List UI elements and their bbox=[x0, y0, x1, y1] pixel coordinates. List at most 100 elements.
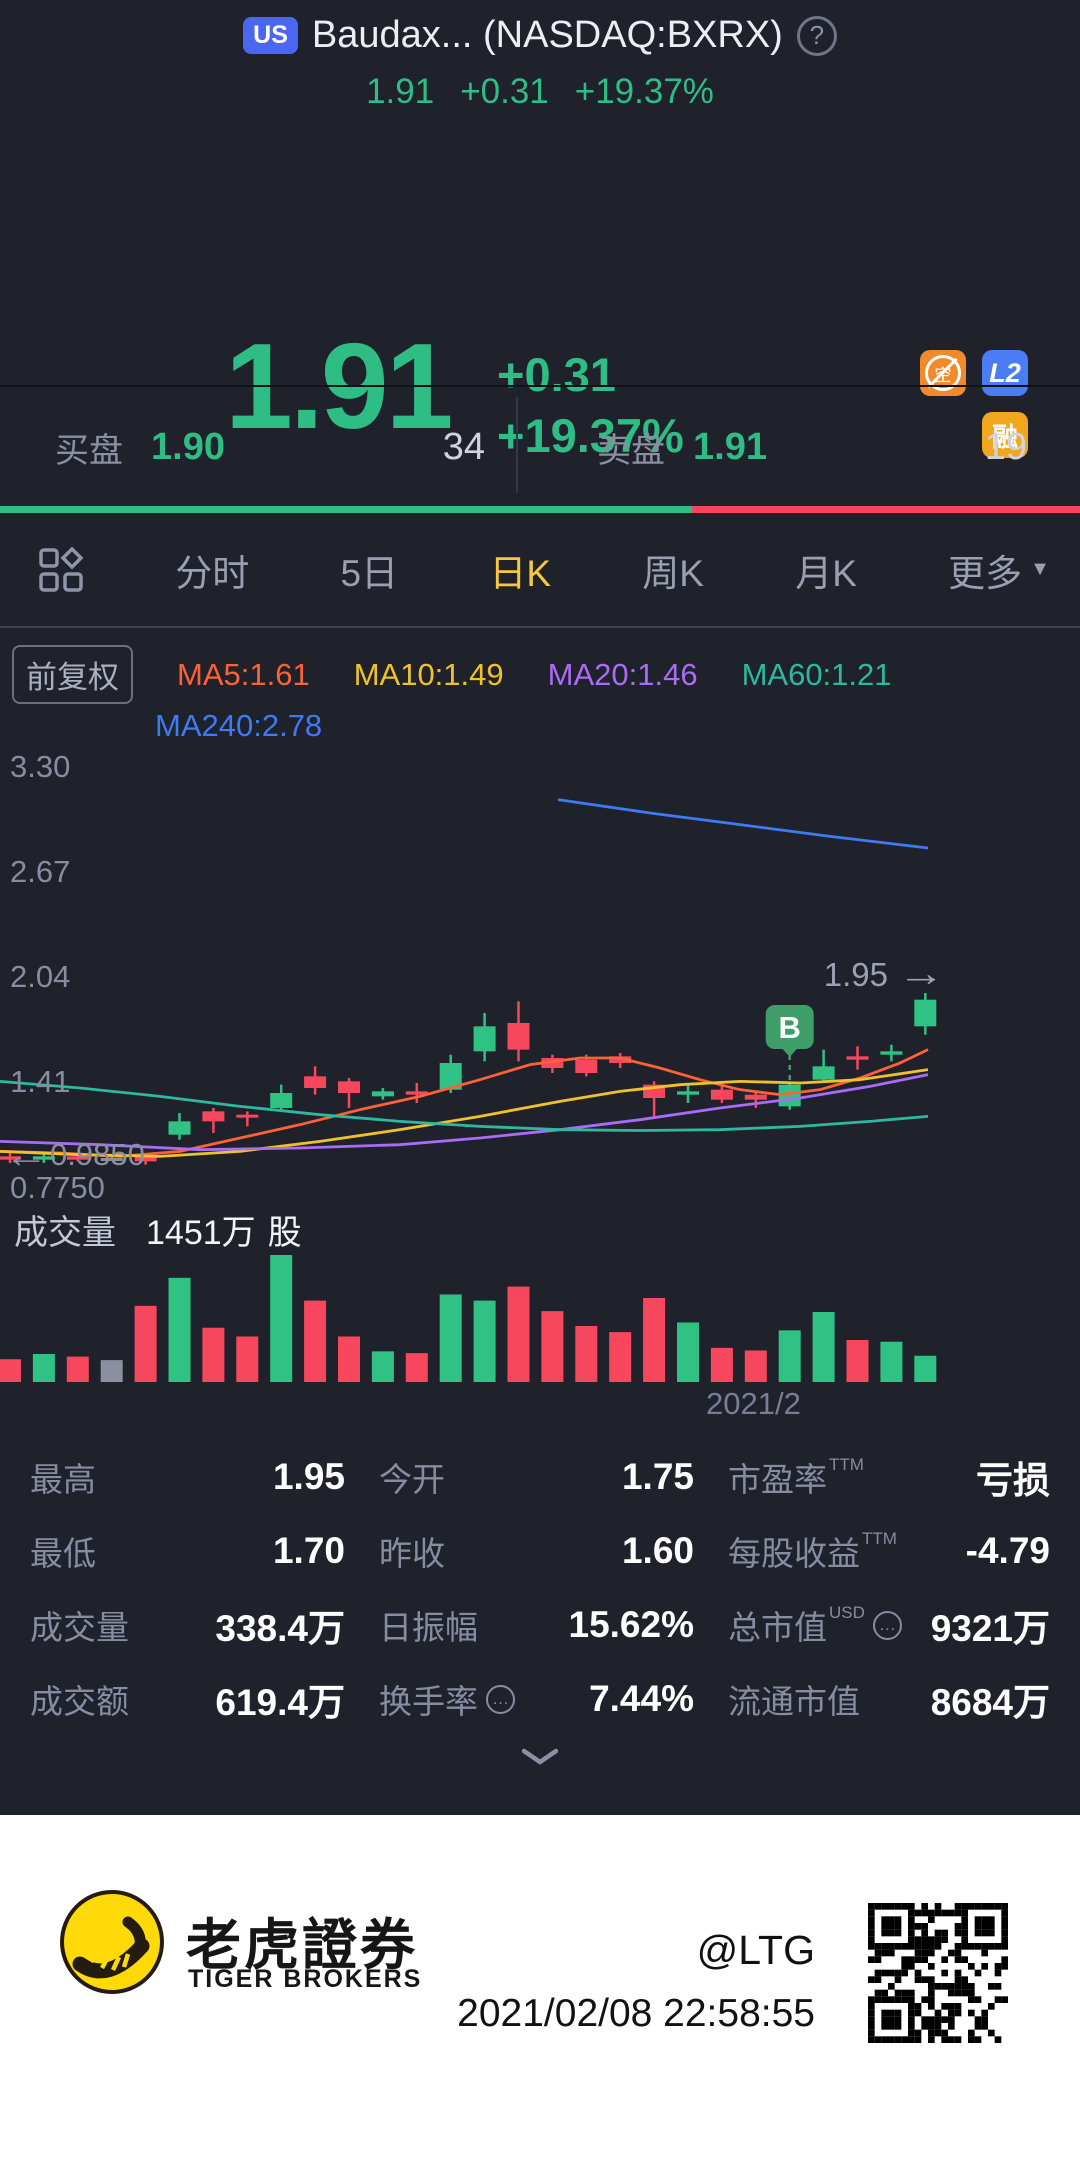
candle-body bbox=[202, 1111, 225, 1122]
tab-weekly-k[interactable]: 周K bbox=[642, 552, 704, 594]
info-icon[interactable]: … bbox=[486, 1684, 515, 1714]
volume-bar bbox=[643, 1297, 666, 1382]
candle-body bbox=[473, 1026, 496, 1052]
stock-title: Baudax... (NASDAQ:BXRX) bbox=[311, 14, 783, 56]
order-book: 买盘 1.90 34 卖盘 1.91 19 bbox=[0, 385, 1080, 513]
volume-bar bbox=[270, 1255, 293, 1382]
x-axis-date-label: 2021/2 bbox=[706, 1386, 801, 1421]
stat-label: 成交量 bbox=[30, 1609, 129, 1646]
qr-code bbox=[868, 1903, 1008, 2043]
ask-price: 1.91 bbox=[693, 425, 767, 468]
adjust-mode-button[interactable]: 前复权 bbox=[12, 645, 133, 704]
left-price-value: 0.9850 bbox=[50, 1136, 145, 1172]
watermark-timestamp: 2021/02/08 22:58:55 bbox=[457, 1992, 815, 2035]
stat-label: 成交额 bbox=[30, 1683, 129, 1720]
price-change: +0.31 bbox=[497, 348, 616, 401]
ma-line-ma10 bbox=[0, 1068, 929, 1158]
stat-cell: 成交量 338.4万 bbox=[30, 1588, 345, 1662]
candle-body bbox=[134, 1155, 157, 1162]
collapse-chevron-icon[interactable] bbox=[520, 1748, 560, 1766]
candle-body bbox=[880, 1051, 903, 1055]
candle-body bbox=[32, 1156, 55, 1160]
stat-label: 日振幅 bbox=[379, 1609, 478, 1646]
volume-label: 成交量 bbox=[14, 1214, 116, 1252]
volume-bar bbox=[846, 1339, 869, 1382]
ma-legend-ma5: MA5:1.61 bbox=[177, 656, 310, 692]
stat-cell: 市盈率 TTM 亏损 bbox=[728, 1440, 1050, 1514]
stat-label: 换手率 bbox=[379, 1683, 478, 1720]
stat-label: 最低 bbox=[30, 1535, 96, 1572]
info-icon[interactable]: … bbox=[872, 1610, 902, 1640]
volume-bar bbox=[473, 1300, 496, 1382]
stat-cell: 换手率 … 7.44% bbox=[379, 1662, 694, 1736]
stat-value: 9321万 bbox=[930, 1608, 1050, 1649]
stat-value: 1.75 bbox=[621, 1456, 694, 1497]
candle-body bbox=[66, 1156, 89, 1160]
volume-bar bbox=[609, 1332, 632, 1382]
candle-body bbox=[168, 1121, 191, 1135]
stat-cell: 最低 1.70 bbox=[30, 1514, 345, 1588]
candle-body bbox=[710, 1089, 733, 1100]
volume-value: 1451万 bbox=[146, 1214, 256, 1252]
ask-size: 19 bbox=[984, 425, 1027, 468]
latest-high-label: 1.95 → bbox=[790, 953, 945, 996]
change-column: +0.31 +19.37% bbox=[497, 344, 684, 466]
latest-high-value: 1.95 bbox=[823, 955, 888, 993]
stat-value: 619.4万 bbox=[215, 1682, 345, 1723]
buy-marker-badge: B bbox=[765, 1005, 814, 1058]
bid-row[interactable]: 买盘 1.90 34 bbox=[55, 387, 485, 507]
stat-label: 总市值 bbox=[728, 1609, 827, 1646]
tab-more[interactable]: 更多 ▼ bbox=[948, 543, 1050, 597]
volume-bar bbox=[32, 1353, 55, 1382]
stat-cell: 每股收益 TTM -4.79 bbox=[728, 1514, 1050, 1588]
stat-value: -4.79 bbox=[965, 1530, 1050, 1571]
no-short-icon: 空 bbox=[925, 355, 961, 391]
ma-legend-ma240: MA240:2.78 bbox=[155, 708, 323, 743]
margin-badge: 融 bbox=[982, 412, 1028, 458]
candle-body bbox=[270, 1093, 293, 1109]
candle-body bbox=[914, 999, 937, 1027]
y-axis-label: 2.67 bbox=[10, 854, 71, 889]
ma-legend-row2: MA240:2.78 bbox=[155, 708, 322, 744]
chevron-down-icon: ▼ bbox=[1030, 558, 1050, 580]
bid-label: 买盘 bbox=[55, 431, 123, 470]
ma-legend-ma10: MA10:1.49 bbox=[353, 656, 504, 692]
candle-body bbox=[0, 1156, 21, 1160]
ma-legend-ma20: MA20:1.46 bbox=[547, 656, 698, 692]
arrow-left-icon: ← bbox=[3, 1133, 49, 1175]
stat-value: 1.60 bbox=[621, 1530, 694, 1571]
tab-daily-k[interactable]: 日K bbox=[489, 552, 552, 594]
volume-bar bbox=[541, 1311, 564, 1382]
candle-body bbox=[439, 1063, 462, 1090]
stat-value: 15.62% bbox=[568, 1604, 695, 1645]
stat-cell: 流通市值 8684万 bbox=[728, 1662, 1050, 1736]
volume-unit: 股 bbox=[267, 1214, 302, 1252]
y-axis-label: 2.04 bbox=[10, 959, 71, 994]
tab-5day[interactable]: 5日 bbox=[340, 552, 399, 594]
candle-body bbox=[304, 1076, 327, 1089]
chart-layout-icon[interactable] bbox=[38, 546, 84, 593]
ask-row[interactable]: 卖盘 1.91 19 bbox=[597, 387, 1027, 507]
bid-size: 34 bbox=[442, 425, 485, 468]
tab-monthly-k[interactable]: 月K bbox=[795, 552, 857, 594]
volume-bar bbox=[66, 1356, 89, 1382]
volume-bar bbox=[507, 1286, 530, 1382]
stat-value: 7.44% bbox=[589, 1678, 694, 1719]
volume-bar bbox=[405, 1353, 428, 1382]
volume-bar bbox=[338, 1336, 360, 1382]
kline-chart[interactable]: B bbox=[0, 735, 1080, 1435]
stat-label: 市盈率 bbox=[728, 1461, 827, 1498]
quote-section: 1.91 +0.31 +19.37% 空 L2 融 bbox=[0, 140, 1080, 462]
volume-bar bbox=[168, 1277, 191, 1382]
volume-bar bbox=[880, 1341, 903, 1382]
market-badge: US bbox=[243, 17, 298, 54]
tab-timeline[interactable]: 分时 bbox=[175, 552, 250, 594]
no-short-circle bbox=[925, 355, 961, 391]
candle-body bbox=[100, 1158, 123, 1162]
volume-bar bbox=[812, 1311, 835, 1382]
level2-badge: L2 bbox=[982, 350, 1028, 396]
price-change-pct: +19.37% bbox=[497, 409, 684, 462]
help-icon[interactable]: ? bbox=[796, 15, 837, 56]
volume-bar bbox=[914, 1355, 937, 1382]
stats-grid: 最高 1.95 今开 1.75 市盈率 TTM 亏损 最低 1.70 昨收 1.60 每股收益 TTM -… bbox=[0, 1440, 1080, 1736]
